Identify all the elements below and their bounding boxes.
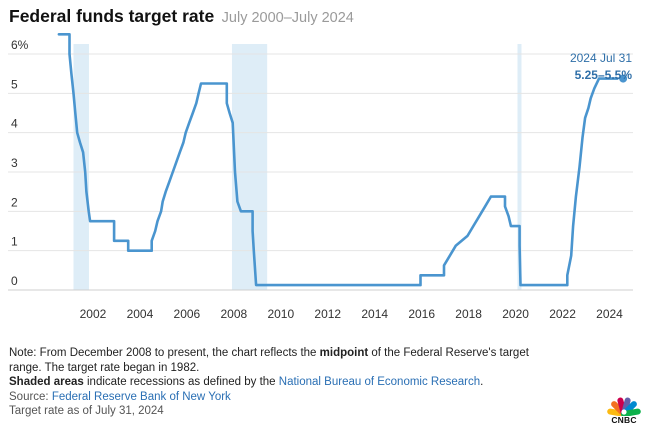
y-tick-label: 6% — [11, 38, 29, 52]
annotation-date: 2024 Jul 31 — [570, 51, 632, 65]
note-line-3: Shaded areas indicate recessions as defi… — [9, 375, 609, 390]
chart-title: Federal funds target rate — [9, 6, 215, 26]
x-tick-label: 2008 — [220, 307, 247, 321]
note-line-1: Note: From December 2008 to present, the… — [9, 346, 609, 361]
y-tick-label: 3 — [11, 156, 18, 170]
x-axis-labels: 2002 2004 2006 2008 2010 2012 2014 2016 2018 2020… — [80, 307, 624, 321]
x-tick-label: 2006 — [174, 307, 201, 321]
recession-band — [73, 44, 89, 290]
note-bold-shaded: Shaded areas — [9, 376, 84, 388]
y-tick-label: 5 — [11, 77, 18, 91]
cnbc-logo: CNBC — [604, 394, 644, 426]
y-tick-label: 1 — [11, 235, 18, 249]
series-layer — [57, 33, 625, 287]
note-line-2: range. The target rate began in 1982. — [9, 361, 200, 374]
peacock-icon — [607, 397, 641, 417]
x-tick-label: 2012 — [314, 307, 341, 321]
note-text: of the Federal Reserve's target — [368, 347, 529, 359]
y-tick-label: 4 — [11, 117, 18, 131]
rate-chart: 0 1 2 3 4 5 6% 2002 2004 2006 2008 2010 2012 2014 201… — [8, 33, 633, 321]
x-tick-label: 2018 — [455, 307, 482, 321]
x-tick-label: 2004 — [127, 307, 154, 321]
note-bold-midpoint: midpoint — [319, 347, 369, 359]
peacock-feather — [621, 408, 641, 417]
asof-line: Target rate as of July 31, 2024 — [9, 405, 164, 417]
x-tick-label: 2014 — [361, 307, 388, 321]
recession-band — [231, 44, 268, 290]
gridlines — [8, 53, 633, 291]
annotation-layer: 2024 Jul 31 5.25–5.5% — [570, 51, 633, 84]
endpoint-marker — [618, 73, 629, 84]
x-tick-label: 2016 — [408, 307, 435, 321]
nber-link[interactable]: National Bureau of Economic Research — [278, 376, 481, 388]
y-tick-label: 2 — [11, 195, 18, 209]
source-line: Source: Federal Reserve Bank of New York — [9, 390, 609, 405]
note-text: . — [480, 376, 484, 388]
rate-line — [57, 33, 625, 287]
source-link[interactable]: Federal Reserve Bank of New York — [51, 390, 231, 403]
chart-subtitle: July 2000–July 2024 — [221, 10, 354, 26]
x-tick-label: 2022 — [549, 307, 576, 321]
y-tick-label: 0 — [11, 274, 18, 288]
annotation-value: 5.25–5.5% — [575, 68, 633, 82]
chart-title-row: Federal funds target rate July 2000–July… — [9, 6, 354, 27]
logo-text: CNBC — [611, 415, 637, 425]
recession-band — [517, 44, 522, 290]
x-tick-label: 2002 — [80, 307, 107, 321]
x-tick-label: 2024 — [596, 307, 623, 321]
note-text: Note: From December 2008 to present, the… — [9, 347, 320, 359]
recession-shading — [73, 44, 522, 290]
x-tick-label: 2010 — [267, 307, 294, 321]
peacock-body — [621, 409, 627, 415]
chart-notes: Note: From December 2008 to present, the… — [9, 346, 609, 419]
x-tick-label: 2020 — [502, 307, 529, 321]
source-label: Source: — [9, 390, 52, 403]
note-text: indicate recessions as defined by the — [83, 376, 279, 388]
y-axis-labels: 0 1 2 3 4 5 6% — [11, 38, 29, 288]
